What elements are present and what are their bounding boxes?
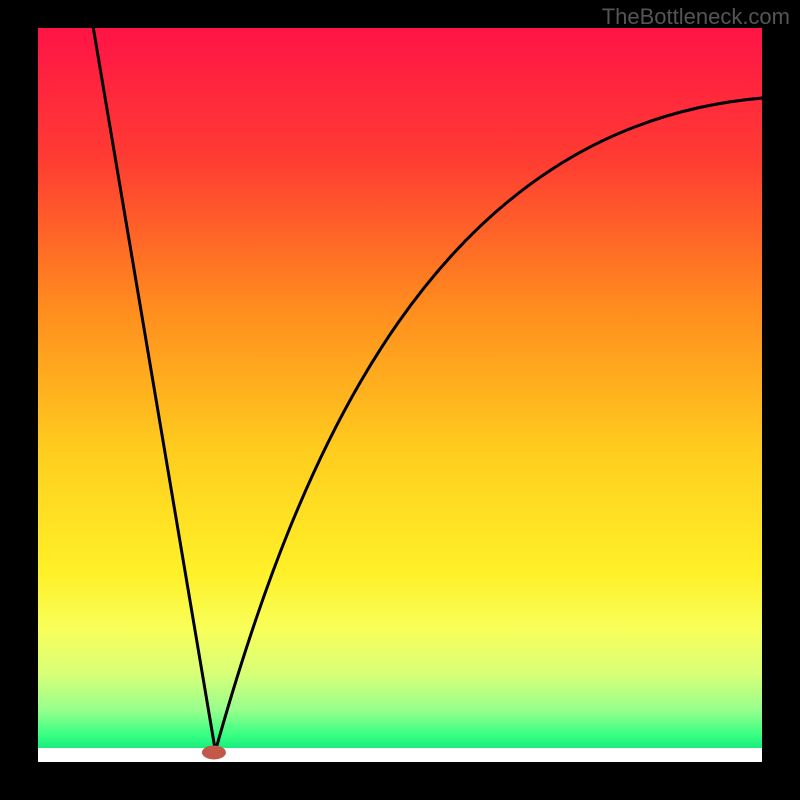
- bottom-white-band: [38, 748, 762, 762]
- bottleneck-chart: [0, 0, 800, 800]
- gradient-plot-area: [38, 28, 762, 762]
- optimum-marker: [202, 745, 226, 759]
